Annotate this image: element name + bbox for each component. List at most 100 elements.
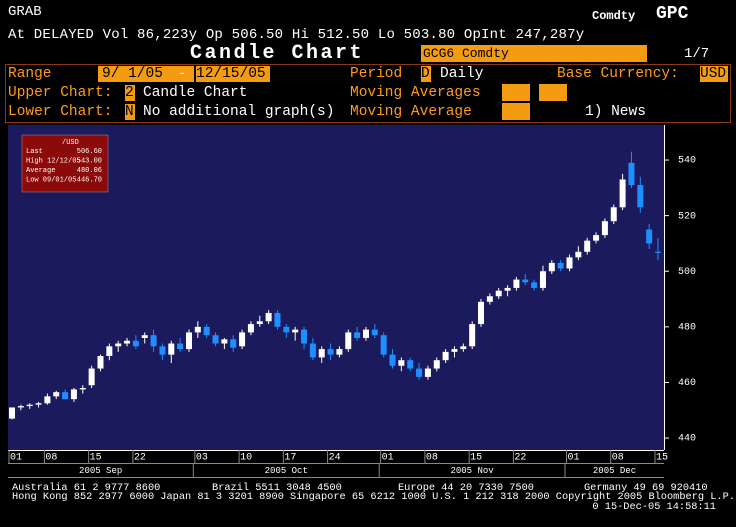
candle-body [522, 279, 529, 283]
candle-body [531, 282, 538, 288]
lower-code[interactable]: N [125, 104, 135, 120]
candle-body [380, 335, 387, 355]
footer-contact: Germany 49 69 920410 [584, 482, 708, 494]
candle-body [513, 279, 520, 288]
range-start[interactable]: 9/ 1/05 [98, 66, 194, 82]
candle-body [451, 349, 458, 352]
x-tick-label: 01 [382, 453, 394, 464]
footer-contact: Brazil 5511 3048 4500 [212, 482, 342, 494]
candle-body [265, 312, 272, 322]
candle-body [97, 356, 104, 369]
x-tick-label: 17 [284, 453, 296, 464]
ma-input[interactable] [502, 103, 530, 120]
candle-body [62, 392, 69, 400]
candle-body [424, 368, 431, 377]
ma-label: Moving Averages [350, 85, 481, 101]
candle-body [70, 389, 77, 400]
candle-body [354, 332, 361, 338]
candle-body [247, 324, 254, 333]
y-tick-label: 460 [678, 378, 696, 389]
x-tick-label: 22 [514, 453, 526, 464]
candle-body [221, 339, 228, 344]
range-label: Range [8, 66, 52, 82]
info-value: 543.00 [77, 157, 102, 165]
candle-body [309, 343, 316, 358]
candle-body [283, 326, 290, 333]
quote-line: At DELAYED Vol 86,223y Op 506.50 Hi 512.… [8, 27, 585, 43]
form-frame [5, 64, 731, 123]
candle-body [548, 262, 555, 272]
info-value: 506.60 [77, 148, 102, 156]
footer-contact: Europe 44 20 7330 7500 [398, 482, 534, 494]
info-title: /USD [62, 139, 79, 147]
x-tick-label: 08 [612, 453, 624, 464]
candle-body [239, 332, 246, 347]
market: Comdty [592, 9, 636, 23]
candle-body [610, 207, 617, 222]
period-code[interactable]: D [421, 66, 431, 82]
info-label: Low 09/01/05 [26, 176, 76, 184]
page-number: 1/7 [684, 46, 710, 62]
currency-label: Base Currency: [557, 66, 679, 82]
y-tick-label: 500 [678, 267, 696, 278]
candle-body [88, 368, 95, 386]
candle-body [194, 326, 201, 333]
candle-body [336, 349, 343, 355]
candle-body [212, 335, 219, 344]
candle-body [150, 335, 157, 347]
candle-body [601, 221, 608, 236]
x-tick-label: 15 [470, 453, 482, 464]
news-link[interactable]: 1) News [585, 104, 646, 120]
candle-body [442, 351, 449, 361]
candle-body [362, 329, 369, 338]
candle-body [9, 407, 15, 419]
month-label: 2005 Oct [265, 466, 308, 476]
candle-body [318, 349, 325, 358]
x-tick-label: 08 [45, 453, 57, 464]
x-tick-label: 22 [134, 453, 146, 464]
security-field[interactable]: GCG6 Comdty [421, 45, 647, 62]
lower-value: No additional graph(s) [143, 104, 335, 120]
info-box [21, 134, 109, 193]
candle-body [486, 296, 493, 302]
ma-input[interactable] [502, 84, 530, 101]
currency-value[interactable]: USD [700, 66, 728, 82]
candle-body [628, 162, 635, 186]
screen-code: GRAB [8, 4, 42, 20]
candle-body [389, 354, 396, 366]
candle-body [256, 321, 263, 325]
candle-body [203, 326, 210, 336]
plot-area [8, 125, 664, 450]
candle-body [433, 360, 440, 369]
candle-body [168, 343, 175, 355]
candle-body [345, 332, 352, 350]
lower-label: Lower Chart: [8, 104, 113, 120]
info-value: 446.70 [77, 176, 102, 184]
candle-body [26, 404, 33, 407]
candle-body [460, 346, 467, 350]
upper-code[interactable]: 2 [125, 85, 135, 101]
candle-body [539, 271, 546, 288]
candle-body [141, 335, 148, 338]
month-label: 2005 Dec [593, 466, 636, 476]
range-end[interactable]: 12/15/05 [196, 66, 270, 82]
candle-body [106, 346, 113, 357]
info-label: Last [26, 148, 43, 156]
candle-body [35, 403, 42, 405]
candle-body [407, 360, 414, 369]
y-tick-label: 440 [678, 434, 696, 445]
candle-body [495, 290, 502, 297]
candle-body [124, 340, 131, 344]
x-tick-label: 15 [90, 453, 102, 464]
candle-body [416, 368, 423, 377]
y-tick-label: 480 [678, 322, 696, 333]
y-tick-label: 540 [678, 156, 696, 167]
info-label: Average [26, 167, 55, 175]
footer-contact: Australia 61 2 9777 8600 [12, 482, 161, 494]
info-label: High 12/12/05 [26, 157, 81, 165]
ma-input[interactable] [539, 84, 567, 101]
x-tick-label: 01 [568, 453, 580, 464]
x-tick-label: 15 [656, 453, 668, 464]
